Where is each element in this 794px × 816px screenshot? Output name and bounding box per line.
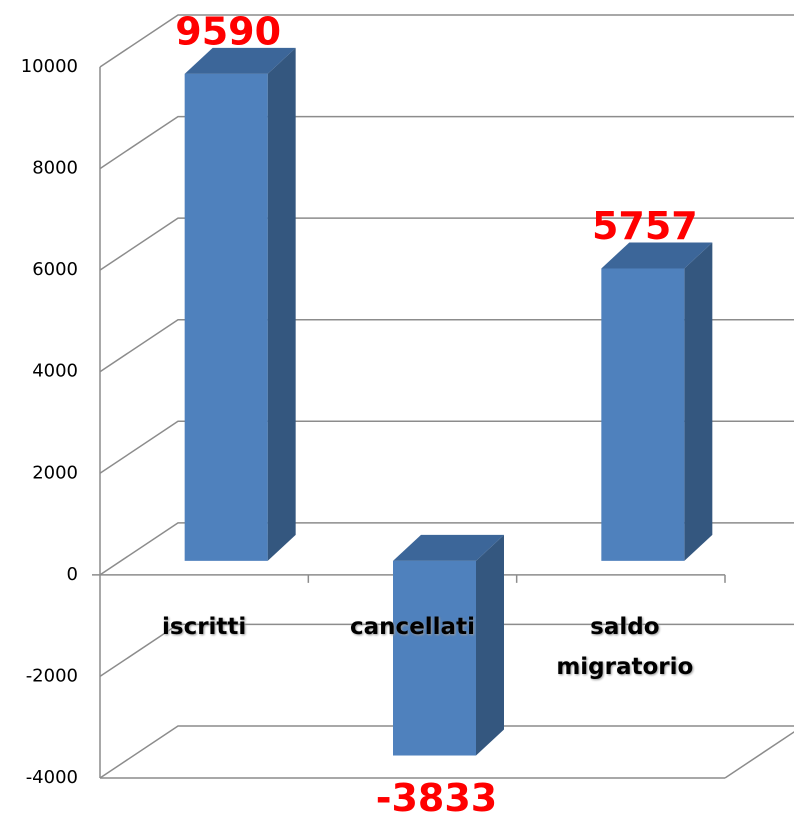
bar xyxy=(393,560,476,756)
x-tick-label: iscritti xyxy=(162,613,247,640)
y-tick-label: -2000 xyxy=(26,665,78,686)
value-label: 9590 xyxy=(175,9,281,53)
bar-top xyxy=(601,242,713,269)
value-label: -3833 xyxy=(376,776,498,816)
grid-line xyxy=(99,318,794,373)
bar xyxy=(601,268,685,561)
grid-line xyxy=(99,522,794,576)
bar-top xyxy=(184,47,296,74)
y-tick-label: 6000 xyxy=(32,259,78,280)
grid-line xyxy=(99,623,794,678)
y-tick-label: 2000 xyxy=(32,462,78,483)
value-label: 5757 xyxy=(592,204,698,248)
grid-line xyxy=(99,725,794,779)
bar-side xyxy=(476,534,504,756)
bar-side xyxy=(267,47,296,561)
y-tick-label: 0 xyxy=(67,564,78,585)
floor-side xyxy=(724,731,794,779)
grid-line xyxy=(99,14,794,68)
y-tick-label: -4000 xyxy=(26,767,78,788)
grid-line xyxy=(99,115,794,170)
grid-line xyxy=(99,217,794,271)
bar-side xyxy=(684,242,713,561)
bar-top xyxy=(393,534,504,561)
x-tick-label: saldo migratorio xyxy=(556,613,694,680)
x-tick-label: cancellati xyxy=(350,613,475,640)
y-tick-label: 8000 xyxy=(32,158,78,179)
bar xyxy=(184,73,268,561)
y-tick-label: 10000 xyxy=(21,56,78,77)
y-tick-label: 4000 xyxy=(32,361,78,382)
grid-line xyxy=(99,420,794,474)
